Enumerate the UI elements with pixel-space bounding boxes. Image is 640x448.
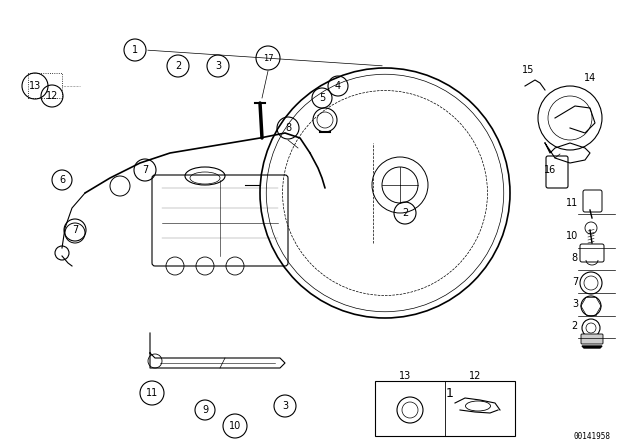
Text: 11: 11 [566,198,578,208]
Text: 8: 8 [285,123,291,133]
Text: 12: 12 [469,371,481,381]
Text: 15: 15 [522,65,534,75]
Text: 7: 7 [72,225,78,235]
Text: 2: 2 [572,321,578,331]
Text: 3: 3 [282,401,288,411]
Text: 16: 16 [544,165,556,175]
Text: 7: 7 [142,165,148,175]
Text: 12: 12 [46,91,58,101]
Text: 6: 6 [59,175,65,185]
Text: 11: 11 [146,388,158,398]
Text: 4: 4 [335,81,341,91]
Text: 3: 3 [572,299,578,309]
Text: 00141958: 00141958 [573,432,611,441]
Text: 10: 10 [229,421,241,431]
Text: 13: 13 [399,371,411,381]
Text: 10: 10 [566,231,578,241]
Text: 2: 2 [175,61,181,71]
Bar [375,381,515,436]
Polygon shape [582,346,602,348]
Text: 5: 5 [319,93,325,103]
Text: 1: 1 [446,387,454,400]
FancyBboxPatch shape [581,334,603,344]
Text: 13: 13 [29,81,41,91]
Text: 1: 1 [132,45,138,55]
Text: 7: 7 [572,277,578,287]
Text: 9: 9 [202,405,208,415]
Text: 3: 3 [215,61,221,71]
Text: 14: 14 [584,73,596,83]
Text: 17: 17 [262,53,273,63]
Text: 2: 2 [402,208,408,218]
Text: 8: 8 [572,253,578,263]
